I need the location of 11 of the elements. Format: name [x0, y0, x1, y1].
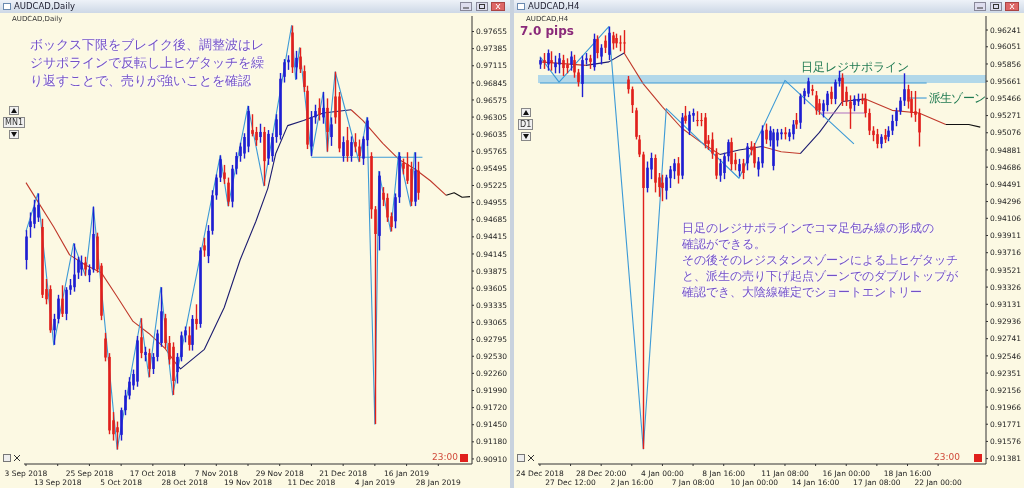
annotation: 日足のレジサポラインでコマ足包み線の形成の確認ができる。	[682, 220, 934, 252]
series-label: 派生ゾーン	[928, 91, 986, 106]
chart-title: AUDCAD,Daily	[14, 0, 76, 13]
text: MN1	[3, 117, 25, 128]
chart-title: AUDCAD,H4	[528, 0, 580, 13]
text: D1	[518, 119, 534, 130]
annotation: 23:00	[934, 452, 960, 462]
annotation: 23:00	[432, 452, 458, 462]
annotation: その後そのレジスタンスゾーンによる上ヒゲタッチと、派生の売り下げ起点ゾーンでのダブルトップが確認でき、大陰線確定でショートエントリー	[682, 252, 958, 300]
annotation: 7.0 pips	[520, 24, 574, 38]
annotation: ボックス下限をブレイク後、調整波はレジサポラインで反転し上ヒゲタッチを繰り返すことで、売りが強いことを確認	[30, 36, 264, 90]
